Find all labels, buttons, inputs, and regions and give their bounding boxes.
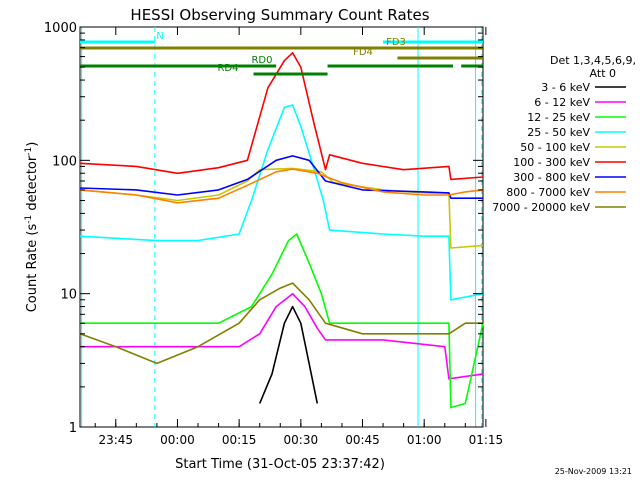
legend-header-2: Att 0	[590, 67, 616, 80]
legend: 3 - 6 keV 6 - 12 keV 12 - 25 keV 25 - 50 ke…	[492, 81, 626, 214]
x-tick-label-01-00: 01:00	[407, 433, 442, 447]
y-tick-label-100: 100	[52, 154, 77, 169]
segment-bar-label-rd4: RD4	[217, 63, 238, 74]
x-tick-label-01-15: 01:15	[469, 433, 504, 447]
legend-label-800-7000-kev: 800 - 7000 keV	[506, 186, 590, 199]
y-tick-label-1: 1	[69, 421, 77, 436]
legend-label-12-25-kev: 12 - 25 keV	[527, 111, 590, 124]
legend-label-25-50-kev: 25 - 50 keV	[527, 126, 590, 139]
x-tick-label-00-00: 00:00	[160, 433, 195, 447]
y-axis-label-suffix: )	[25, 142, 40, 147]
segment-bar-label-fd4: FD4	[353, 47, 373, 58]
vertical-markers	[81, 27, 483, 427]
segment-bar-label-rd0: RD0	[251, 55, 272, 66]
y-axis-label-mid: detector	[25, 155, 40, 215]
legend-label-300-800-kev: 300 - 800 keV	[513, 171, 590, 184]
y-axis-label-sup2: -1	[24, 147, 34, 156]
y-axis-label-prefix: Count Rate (s	[25, 224, 40, 313]
x-axis-ticks: 23:45 00:00 00:15 00:30 00:45 01:00 01:15	[94, 27, 504, 447]
series-layer	[79, 51, 484, 409]
segment-bar-label-n: N	[156, 31, 163, 42]
chart-title: HESSI Observing Summary Count Rates	[130, 6, 429, 24]
y-axis-ticks: 1 10 100 1000	[44, 21, 483, 436]
x-axis-label: Start Time (31-Oct-05 23:37:42)	[175, 457, 385, 472]
series-line-12-25-kev	[80, 233, 484, 409]
y-axis-label-sup: -1	[24, 215, 34, 224]
x-tick-label-23-45: 23:45	[98, 433, 133, 447]
legend-header-1: Det 1,3,4,5,6,9,	[550, 54, 636, 67]
series-line-300-800-kev	[79, 155, 483, 199]
legend-label-3-6-kev: 3 - 6 keV	[541, 81, 590, 94]
y-tick-label-1000: 1000	[44, 21, 77, 36]
legend-label-6-12-kev: 6 - 12 keV	[534, 96, 590, 109]
series-line-25-50-kev	[79, 104, 484, 301]
legend-label-7000-20000-kev: 7000 - 20000 keV	[492, 201, 590, 214]
segment-bars: N FD3 FD4 RD0 RD4	[80, 31, 483, 76]
plot-frame	[79, 26, 484, 428]
date-stamp: 25-Nov-2009 13:21	[555, 467, 632, 476]
y-tick-label-10: 10	[60, 288, 77, 303]
series-line-3-6-kev	[258, 305, 319, 404]
series-line-6-12-kev	[80, 292, 484, 380]
x-tick-label-00-15: 00:15	[222, 433, 257, 447]
segment-bar-label-fd3: FD3	[386, 37, 406, 48]
series-line-7000-20000-kev	[79, 282, 483, 365]
legend-label-100-300-kev: 100 - 300 keV	[513, 156, 590, 169]
x-tick-label-00-30: 00:30	[284, 433, 319, 447]
legend-label-50-100-kev: 50 - 100 keV	[520, 141, 590, 154]
series-line-800-7000-kev	[79, 168, 484, 204]
y-axis-label: Count Rate (s-1 detector-1)	[24, 142, 40, 313]
x-tick-label-00-45: 00:45	[345, 433, 380, 447]
series-line-100-300-kev	[79, 51, 484, 181]
